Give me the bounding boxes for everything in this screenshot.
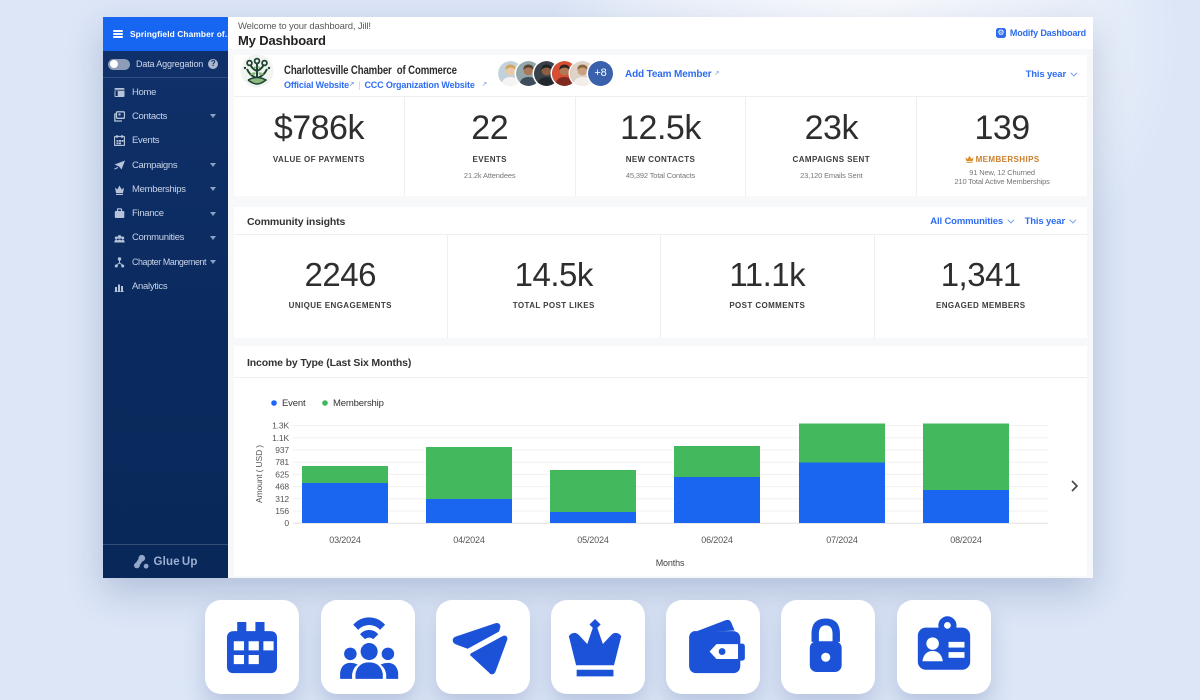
svg-text:Membership: Membership	[333, 398, 384, 409]
svg-text:468: 468	[275, 482, 289, 492]
svg-text:156: 156	[275, 506, 289, 516]
svg-text:312: 312	[275, 494, 289, 504]
svg-text:781: 781	[275, 457, 289, 467]
svg-text:625: 625	[275, 469, 289, 479]
svg-text:05/2024: 05/2024	[577, 535, 609, 545]
svg-text:07/2024: 07/2024	[826, 535, 858, 545]
svg-text:1.1K: 1.1K	[272, 433, 289, 443]
svg-text:1.3K: 1.3K	[272, 421, 289, 431]
svg-text:Amount ( USD ): Amount ( USD )	[254, 445, 264, 503]
svg-text:Months: Months	[656, 558, 685, 568]
svg-text:Event: Event	[282, 398, 306, 409]
svg-text:08/2024: 08/2024	[950, 535, 982, 545]
svg-text:0: 0	[284, 518, 289, 528]
svg-text:03/2024: 03/2024	[329, 535, 361, 545]
svg-text:04/2024: 04/2024	[453, 535, 485, 545]
svg-text:937: 937	[275, 445, 289, 455]
svg-text:06/2024: 06/2024	[701, 535, 733, 545]
